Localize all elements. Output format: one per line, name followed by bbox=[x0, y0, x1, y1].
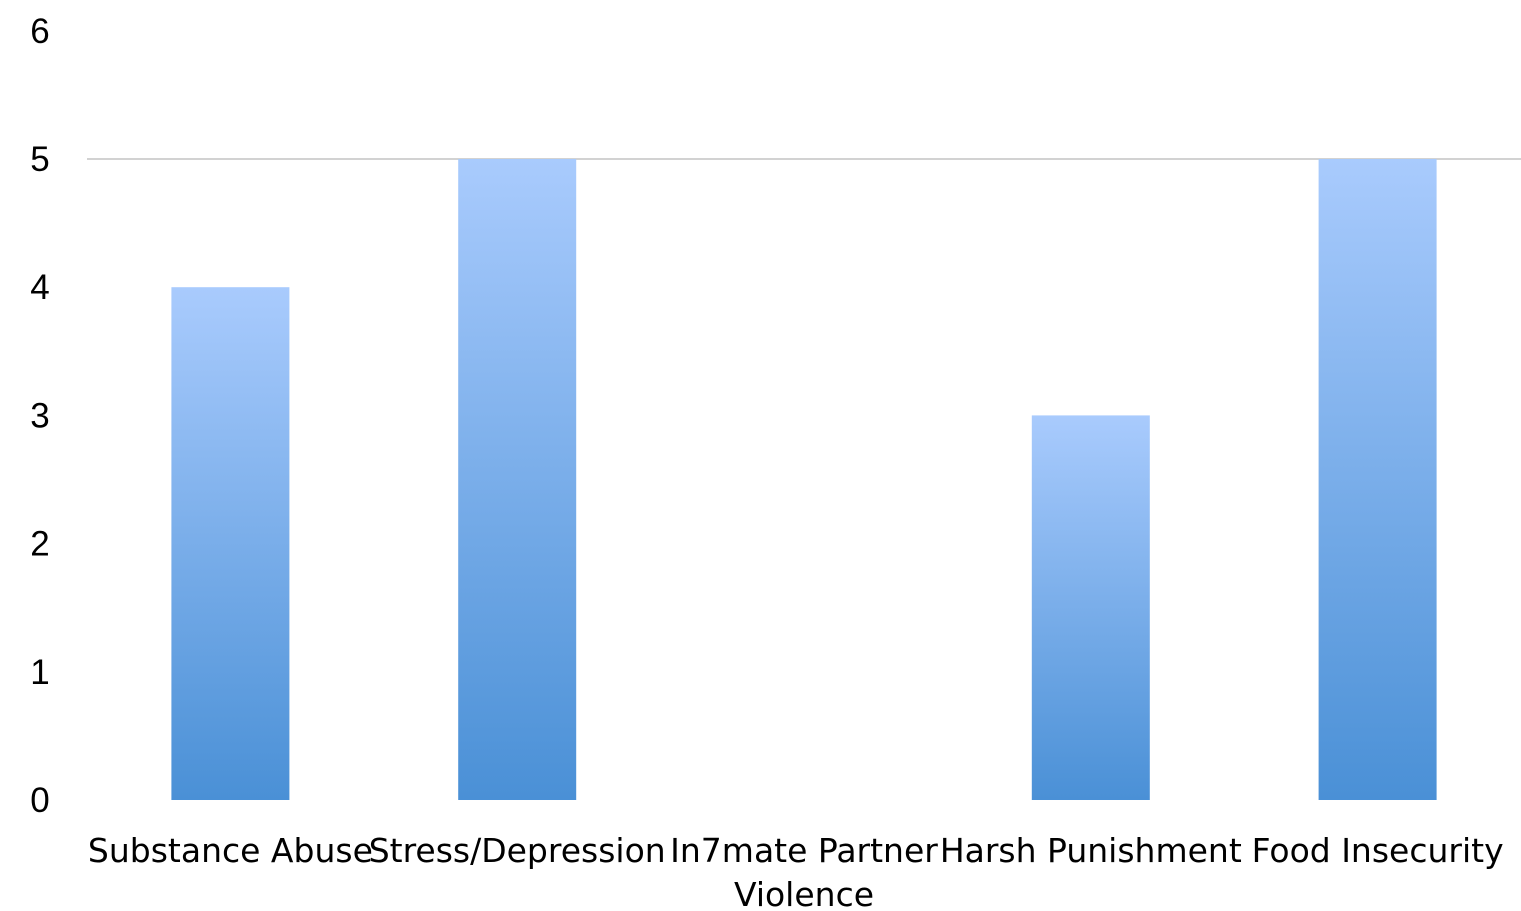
bar bbox=[458, 159, 577, 800]
y-tick-label: 2 bbox=[30, 525, 49, 564]
bar bbox=[171, 287, 290, 800]
bars bbox=[171, 159, 1437, 800]
y-tick-label: 6 bbox=[30, 12, 49, 51]
x-category-label: Harsh Punishment bbox=[940, 831, 1242, 870]
y-tick-label: 5 bbox=[30, 140, 49, 179]
y-tick-label: 3 bbox=[30, 396, 49, 435]
y-tick-label: 1 bbox=[30, 653, 49, 692]
x-category-label: In7mate Partner Violence bbox=[670, 831, 938, 911]
x-category-label: Substance Abuse bbox=[88, 831, 373, 870]
y-axis: 0 1 2 3 4 5 6 bbox=[30, 12, 49, 820]
y-tick-label: 4 bbox=[30, 268, 49, 307]
y-tick-label: 0 bbox=[30, 781, 49, 820]
bar bbox=[1031, 415, 1150, 800]
bar bbox=[1318, 159, 1437, 800]
x-category-label: Food Insecurity bbox=[1252, 831, 1504, 870]
x-category-label: Stress/Depression bbox=[369, 831, 666, 870]
